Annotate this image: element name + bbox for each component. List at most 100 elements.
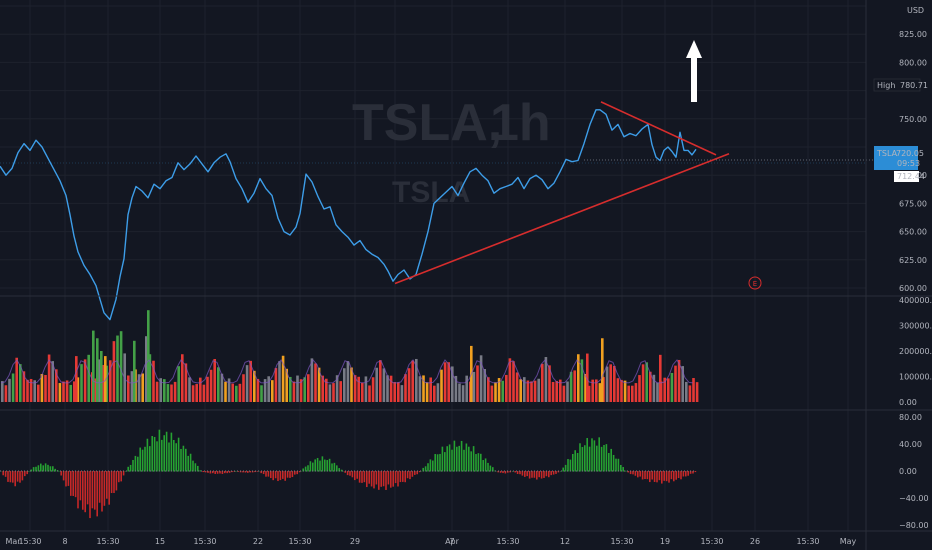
oscillator-bar	[634, 471, 637, 476]
volume-bar	[616, 378, 620, 402]
time-tick-label: 15:30	[796, 537, 819, 546]
oscillator-bar	[470, 451, 472, 472]
volume-tick-label: 200000.00	[899, 347, 932, 356]
last-price-symbol: TSLA	[876, 149, 898, 158]
oscillator-bar	[480, 453, 482, 472]
oscillator-bar	[670, 471, 673, 480]
volume-bar	[490, 385, 494, 402]
volume-bar	[116, 335, 119, 402]
oscillator-bar	[82, 471, 84, 510]
volume-bar	[440, 369, 443, 402]
oscillator-bar	[272, 471, 274, 481]
oscillator-bar	[144, 446, 146, 472]
oscillator-bar	[456, 446, 458, 472]
oscillator-bar	[35, 466, 37, 472]
oscillator-bar	[668, 471, 670, 483]
osc-tick-label: −40.00	[899, 494, 929, 503]
volume-bar	[238, 383, 242, 402]
volume-bar	[519, 379, 522, 402]
oscillator-bar	[44, 463, 47, 472]
time-tick-label: 15:30	[700, 537, 723, 546]
oscillator-bar	[333, 462, 336, 472]
volume-bar	[461, 385, 465, 402]
oscillator-bar	[4, 471, 7, 477]
oscillator-bar	[519, 471, 521, 475]
time-tick-label: 19	[660, 537, 670, 546]
oscillator-bar	[173, 440, 175, 472]
oscillator-bar	[216, 471, 219, 474]
volume-bar	[667, 378, 670, 402]
oscillator-bar	[538, 471, 540, 478]
oscillator-bar	[600, 446, 603, 472]
oscillator-bar	[349, 471, 351, 476]
oscillator-bar	[106, 471, 108, 499]
oscillator-bar	[507, 471, 509, 473]
volume-bar	[580, 359, 584, 402]
volume-bar	[361, 382, 364, 402]
oscillator-bar	[165, 431, 168, 472]
oscillator-bar	[324, 459, 326, 472]
volume-bar	[267, 376, 270, 402]
volume-bar	[65, 380, 69, 402]
volume-bar	[274, 368, 278, 402]
volume-bar	[487, 377, 490, 402]
oscillator-bar	[392, 471, 394, 487]
volume-bar	[404, 374, 407, 402]
volume-bar	[249, 360, 252, 402]
oscillator-bar	[200, 471, 202, 472]
oscillator-bar	[137, 456, 139, 472]
oscillator-bar	[567, 459, 569, 472]
oscillator-bar	[187, 455, 189, 472]
osc-tick-label: 0.00	[899, 467, 917, 476]
price-line	[0, 109, 697, 321]
volume-bar	[386, 375, 389, 402]
oscillator-bar	[60, 471, 62, 476]
volume-bar	[577, 354, 580, 402]
volume-bar	[422, 375, 425, 402]
oscillator-bar	[502, 471, 504, 474]
volume-bar	[87, 354, 90, 402]
symbol-sub-watermark: TSLA	[392, 176, 470, 209]
oscillator-bar	[84, 471, 86, 513]
oscillator-bar	[267, 471, 270, 477]
bar-countdown: 09:53	[897, 159, 920, 168]
volume-bar	[173, 381, 177, 402]
oscillator-bar	[344, 471, 346, 473]
oscillator-bar	[2, 471, 4, 476]
oscillator-bar	[91, 471, 94, 509]
volume-bar	[649, 371, 652, 402]
oscillator-bar	[370, 471, 373, 487]
volume-bar	[96, 338, 99, 402]
volume-bar	[695, 382, 699, 402]
earnings-event-icon[interactable]: E	[748, 276, 762, 290]
osc-tick-label: 40.00	[899, 440, 922, 449]
volume-bar	[58, 383, 62, 402]
volume-bar	[411, 360, 414, 402]
volume-bar	[555, 381, 558, 402]
volume-bar	[191, 385, 195, 402]
oscillator-bar	[141, 449, 144, 472]
oscillator-bar	[656, 471, 658, 483]
oscillator-bar	[605, 444, 608, 472]
volume-bar	[447, 362, 450, 402]
time-tick-label: 22	[253, 537, 263, 546]
volume-bar	[501, 380, 504, 402]
oscillator-bar	[620, 464, 622, 472]
oscillator-bar	[545, 471, 548, 477]
volume-bar	[83, 359, 87, 402]
volume-bar	[202, 384, 206, 402]
oscillator-bar	[224, 471, 226, 474]
volume-bar	[188, 377, 191, 402]
oscillator-bar	[239, 471, 242, 473]
oscillator-bar	[394, 471, 397, 484]
oscillator-bar	[37, 465, 40, 472]
volume-bar	[29, 378, 33, 402]
volume-bar	[505, 374, 508, 402]
volume-bar	[465, 375, 468, 402]
oscillator-bar	[168, 442, 170, 472]
volume-bar	[609, 364, 612, 402]
time-tick-label: 15:30	[610, 537, 633, 546]
volume-bar	[101, 364, 105, 402]
